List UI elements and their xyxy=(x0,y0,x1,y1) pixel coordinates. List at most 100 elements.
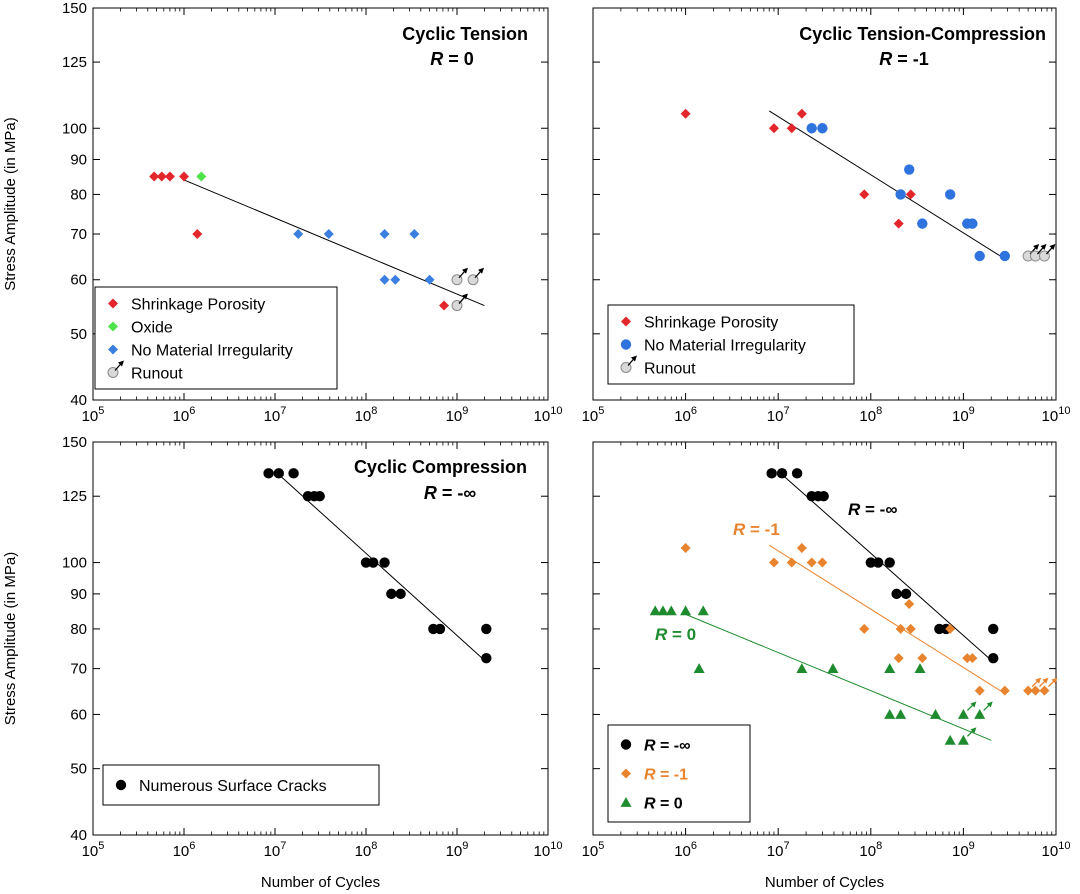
fit-line xyxy=(768,110,1001,257)
plot-frame xyxy=(92,441,549,836)
data-point xyxy=(786,123,797,134)
legend-label: R = -1 xyxy=(644,767,688,784)
y-tick-label: 70 xyxy=(70,226,87,243)
x-tick-label: 105 xyxy=(582,405,605,425)
data-point xyxy=(957,734,969,745)
data-point xyxy=(900,588,912,600)
legend-box xyxy=(607,304,855,385)
fit-line xyxy=(768,544,1001,692)
y-tick-label: 100 xyxy=(62,120,87,137)
legend-label: No Material Irregularity xyxy=(131,343,293,360)
x-tick-label: 108 xyxy=(355,840,378,860)
data-point xyxy=(156,171,167,182)
data-point xyxy=(776,468,788,479)
data-point xyxy=(149,171,160,182)
runout-arrow xyxy=(1038,677,1049,688)
x-tick-label: 1010 xyxy=(1042,840,1071,860)
y-axis-label: Stress Amplitude (in MPa) xyxy=(2,117,19,290)
data-point xyxy=(680,605,692,616)
x-tick-label: 105 xyxy=(582,840,605,860)
panel-comparison: 105 106 107 108 109 1010 Number of Cycles R = -… xyxy=(582,441,1071,891)
data-point xyxy=(379,274,390,285)
legend-marker xyxy=(620,339,632,350)
legend-marker xyxy=(108,298,118,309)
x-tick-label: 106 xyxy=(173,405,196,425)
x-tick-label: 109 xyxy=(952,840,975,860)
legend-marker xyxy=(108,344,118,355)
y-tick-label: 150 xyxy=(62,434,87,451)
data-point xyxy=(895,708,907,719)
x-tick-label: 107 xyxy=(264,840,287,860)
x-tick-label: 105 xyxy=(82,840,105,860)
runout-arrow xyxy=(1031,677,1042,688)
y-tick-label: 60 xyxy=(70,272,87,289)
data-point xyxy=(967,653,978,664)
data-point xyxy=(368,557,379,568)
y-tick-label: 40 xyxy=(70,392,87,409)
data-point xyxy=(988,623,999,635)
y-tick-label: 80 xyxy=(70,186,87,203)
data-point xyxy=(314,491,325,502)
x-tick-label: 105 xyxy=(82,405,105,425)
data-point xyxy=(817,557,828,568)
data-point xyxy=(917,218,928,229)
legend-label: Shrinkage Porosity xyxy=(644,315,778,332)
data-point xyxy=(768,123,779,134)
data-point xyxy=(884,557,895,568)
data-point xyxy=(930,708,942,719)
data-point xyxy=(974,685,985,696)
plot-frame xyxy=(592,7,1057,401)
x-tick-label: 107 xyxy=(767,840,790,860)
data-point xyxy=(957,708,969,719)
data-point xyxy=(891,588,902,600)
data-point xyxy=(680,543,691,554)
data-point xyxy=(884,708,896,719)
data-point xyxy=(806,557,817,568)
data-point xyxy=(904,598,915,609)
x-tick-label: 106 xyxy=(173,840,196,860)
data-point xyxy=(865,557,876,568)
data-point xyxy=(390,274,401,285)
y-tick-label: 40 xyxy=(70,827,87,844)
data-point xyxy=(451,267,468,286)
data-point xyxy=(697,605,709,616)
data-point xyxy=(859,189,870,200)
data-point xyxy=(409,229,420,240)
legend-label: R = -∞ xyxy=(644,738,691,755)
data-point xyxy=(164,171,175,182)
data-point xyxy=(904,164,915,175)
x-tick-label: 1010 xyxy=(534,840,563,860)
panel-title: Cyclic Compression xyxy=(354,457,527,477)
panel-cyclic-tension: 105 106 107 108 109 1010 40 50 60 70 80 90 100 125 150… xyxy=(2,0,562,425)
data-point xyxy=(288,468,299,479)
data-point xyxy=(872,557,884,568)
plot-frame xyxy=(92,7,549,401)
data-point xyxy=(884,663,896,674)
data-point xyxy=(817,123,828,134)
annotation-r-inf: R = -∞ xyxy=(848,500,897,519)
data-point xyxy=(999,250,1011,262)
x-axis-label: Number of Cycles xyxy=(261,874,380,891)
data-point xyxy=(273,468,284,479)
data-point xyxy=(386,588,397,600)
legend-label: Runout xyxy=(131,366,183,383)
data-point xyxy=(481,623,492,635)
y-tick-label: 70 xyxy=(70,661,87,678)
x-tick-label: 109 xyxy=(446,840,469,860)
data-point xyxy=(859,623,870,634)
data-point xyxy=(1039,685,1050,696)
data-point xyxy=(999,685,1010,696)
data-point xyxy=(944,734,956,745)
data-point xyxy=(1030,685,1041,696)
data-point xyxy=(451,293,468,312)
panel-title: Cyclic Tension-Compression xyxy=(799,24,1046,44)
legend-box xyxy=(607,724,751,823)
data-point xyxy=(917,653,928,664)
fit-line xyxy=(183,179,485,307)
runout-arrow xyxy=(983,701,993,711)
y-tick-label: 125 xyxy=(62,488,87,505)
data-point xyxy=(786,557,797,568)
data-point xyxy=(649,605,661,616)
data-point xyxy=(974,708,986,719)
